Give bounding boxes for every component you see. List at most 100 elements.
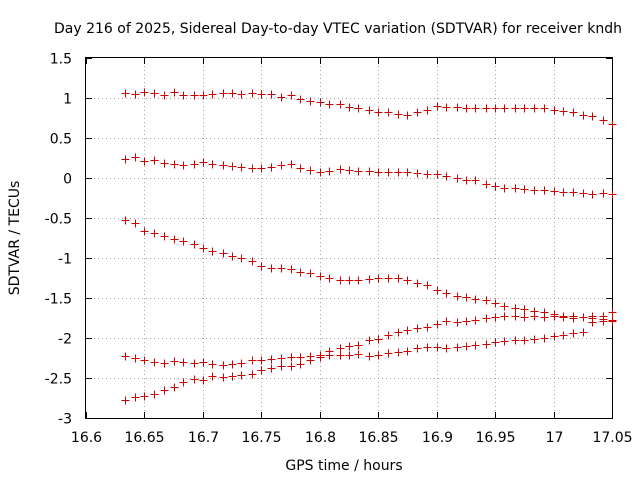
data-point-s3 <box>423 281 432 290</box>
y-axis-label: SDTVAR / TECUs <box>7 181 23 296</box>
data-point-s5 <box>423 323 432 332</box>
data-point-s5 <box>336 344 345 353</box>
data-point-s4 <box>345 351 354 360</box>
data-point-s3 <box>394 274 403 283</box>
data-point-s2 <box>442 172 451 181</box>
y-tick-label: -0.5 <box>45 212 72 228</box>
data-point-s4 <box>121 352 130 361</box>
data-point-s3 <box>277 264 286 273</box>
data-point-s3 <box>140 227 149 236</box>
data-point-s2 <box>588 190 597 199</box>
data-point-s5 <box>190 375 199 384</box>
data-point-s5 <box>228 372 237 381</box>
data-point-s3 <box>208 247 217 256</box>
data-point-s1 <box>160 91 169 100</box>
data-point-s4 <box>540 334 549 343</box>
data-point-s1 <box>131 90 140 99</box>
data-point-s5 <box>608 308 617 317</box>
data-point-s4 <box>287 353 296 362</box>
data-point-s4 <box>150 358 159 367</box>
data-point-s4 <box>257 356 266 365</box>
data-point-s2 <box>170 160 179 169</box>
data-point-s1 <box>365 106 374 115</box>
data-point-s4 <box>140 356 149 365</box>
grid-lines <box>86 58 612 418</box>
data-point-s1 <box>442 103 451 112</box>
data-point-s1 <box>500 104 509 113</box>
data-point-s5 <box>559 313 568 322</box>
data-point-s4 <box>199 358 208 367</box>
data-point-s3 <box>520 305 529 314</box>
data-point-s1 <box>550 106 559 115</box>
data-point-s2 <box>121 155 130 164</box>
data-point-s1 <box>403 111 412 120</box>
data-point-s4 <box>248 356 257 365</box>
data-point-s4 <box>374 351 383 360</box>
data-point-s2 <box>336 165 345 174</box>
data-point-s5 <box>540 313 549 322</box>
data-point-s1 <box>219 89 228 98</box>
data-point-s2 <box>511 184 520 193</box>
data-point-s5 <box>208 372 217 381</box>
data-point-s3 <box>462 293 471 302</box>
data-point-s4 <box>237 359 246 368</box>
data-point-s4 <box>228 360 237 369</box>
data-point-s1 <box>569 108 578 117</box>
data-point-s3 <box>306 269 315 278</box>
data-point-s5 <box>140 392 149 401</box>
data-point-s2 <box>131 153 140 162</box>
data-point-s5 <box>287 362 296 371</box>
data-point-s4 <box>277 354 286 363</box>
data-point-s4 <box>511 336 520 345</box>
data-point-s2 <box>257 164 266 173</box>
data-point-s1 <box>287 91 296 100</box>
x-tick-label: 16.85 <box>358 430 398 446</box>
data-point-s4 <box>394 348 403 357</box>
data-point-s5 <box>179 378 188 387</box>
data-point-s3 <box>374 274 383 283</box>
data-point-s3 <box>325 274 334 283</box>
data-point-s2 <box>491 182 500 191</box>
data-point-s3 <box>160 232 169 241</box>
data-point-s3 <box>500 302 509 311</box>
x-tick-label: 17 <box>546 430 564 446</box>
data-point-s1 <box>257 90 266 99</box>
data-point-s5 <box>237 371 246 380</box>
data-point-s1 <box>345 103 354 112</box>
data-point-s5 <box>569 314 578 323</box>
data-point-s3 <box>442 289 451 298</box>
y-tick-label: 1.5 <box>50 52 72 68</box>
data-point-s2 <box>150 156 159 165</box>
x-tick-label: 16.9 <box>422 430 453 446</box>
data-point-s1 <box>433 102 442 111</box>
data-point-s1 <box>277 93 286 102</box>
data-point-s2 <box>471 176 480 185</box>
data-point-s5 <box>599 312 608 321</box>
x-tick-label: 16.8 <box>305 430 336 446</box>
data-point-s5 <box>306 356 315 365</box>
data-point-s2 <box>248 164 257 173</box>
data-point-s4 <box>559 331 568 340</box>
data-point-s1 <box>237 90 246 99</box>
data-point-s1 <box>248 89 257 98</box>
data-point-s2 <box>482 180 491 189</box>
data-point-s1 <box>336 100 345 109</box>
data-point-s5 <box>413 324 422 333</box>
data-point-s4 <box>579 328 588 337</box>
data-point-s3 <box>121 216 130 225</box>
data-point-s2 <box>160 159 169 168</box>
data-point-s3 <box>384 274 393 283</box>
x-tick-label: 16.7 <box>188 430 219 446</box>
chart-title: Day 216 of 2025, Sidereal Day-to-day VTE… <box>54 21 622 37</box>
data-point-s1 <box>462 104 471 113</box>
data-point-s2 <box>423 170 432 179</box>
data-point-s2 <box>550 187 559 196</box>
data-point-s4 <box>267 355 276 364</box>
data-point-s1 <box>599 116 608 125</box>
data-points <box>121 88 617 405</box>
data-point-s5 <box>160 386 169 395</box>
data-point-s3 <box>413 279 422 288</box>
data-point-s3 <box>219 249 228 258</box>
data-point-s5 <box>170 383 179 392</box>
data-point-s5 <box>471 316 480 325</box>
